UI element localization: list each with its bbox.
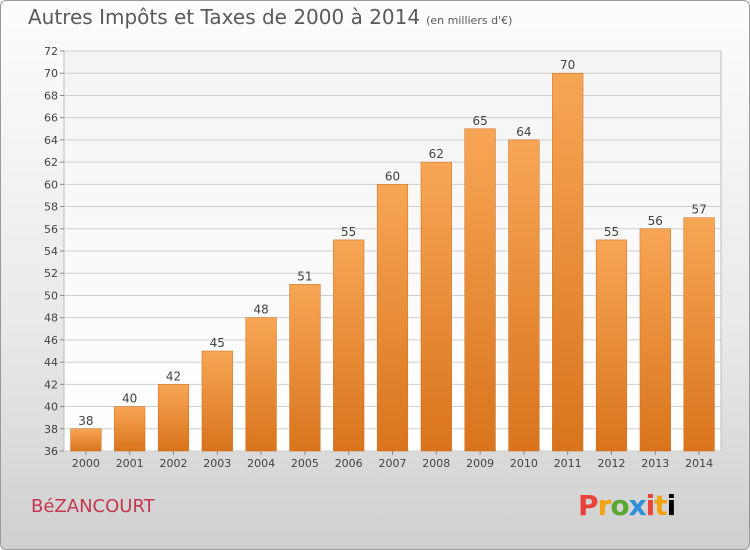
y-tick-label: 48	[44, 312, 58, 325]
y-tick-label: 40	[44, 401, 58, 414]
y-tick-label: 38	[44, 423, 58, 436]
bar-2006	[333, 239, 365, 452]
x-tick-label: 2012	[598, 457, 626, 470]
y-tick-label: 60	[44, 178, 58, 191]
x-tick-label: 2001	[116, 457, 144, 470]
data-label: 42	[166, 369, 181, 383]
bar-2001	[114, 406, 146, 452]
y-tick-label: 52	[44, 267, 58, 280]
x-tick-label: 2004	[247, 457, 275, 470]
x-axis: 2000 2001 2002 2003 2004 2005 2006 2007 2008 2009…	[72, 451, 713, 470]
x-tick-label: 2007	[379, 457, 407, 470]
data-label: 70	[560, 58, 575, 72]
x-tick-label: 2014	[685, 457, 713, 470]
bar-2002	[157, 384, 190, 452]
bars: 38 40 42 45 48 51 55 60 62 65 64 70 55 56 57	[70, 58, 715, 452]
bar-2007	[376, 184, 409, 452]
y-tick-label: 58	[44, 201, 58, 214]
bar-2005	[289, 284, 321, 452]
y-tick-label: 64	[44, 134, 58, 147]
bar-2014	[683, 217, 715, 452]
x-tick-label: 2002	[160, 457, 188, 470]
x-tick-label: 2000	[72, 457, 100, 470]
y-tick-label: 54	[44, 245, 58, 258]
x-tick-label: 2013	[641, 457, 669, 470]
y-tick-label: 70	[44, 67, 58, 80]
y-tick-label: 66	[44, 112, 58, 125]
x-tick-label: 2010	[510, 457, 538, 470]
y-tick-label: 62	[44, 156, 58, 169]
data-label: 55	[341, 225, 356, 239]
data-label: 51	[297, 269, 312, 283]
data-label: 64	[516, 125, 531, 139]
bar-2012	[595, 239, 628, 452]
chart-unit-label: (en milliers d'€)	[426, 14, 513, 27]
y-tick-label: 50	[44, 289, 58, 302]
x-tick-label: 2011	[554, 457, 582, 470]
proxiti-logo: Proxiti	[578, 489, 676, 522]
y-tick-label: 72	[44, 45, 58, 58]
x-tick-label: 2008	[422, 457, 450, 470]
x-tick-label: 2006	[335, 457, 363, 470]
y-tick-label: 36	[44, 445, 58, 458]
y-tick-label: 56	[44, 223, 58, 236]
chart-title: Autres Impôts et Taxes de 2000 à 2014	[28, 5, 421, 29]
bar-2013	[639, 228, 671, 452]
y-tick-label: 42	[44, 378, 58, 391]
chart-title-block: Autres Impôts et Taxes de 2000 à 2014 (en…	[28, 5, 512, 29]
bar-2010	[508, 139, 540, 452]
data-label: 38	[78, 414, 93, 428]
bar-2004	[245, 317, 277, 452]
data-label: 57	[691, 203, 706, 217]
data-label: 65	[472, 114, 487, 128]
x-tick-label: 2003	[203, 457, 231, 470]
y-axis: 36 38 40 42 44 46 48 50 52 54 56 58 60 62 64 66 68 70 72	[44, 45, 64, 458]
data-label: 48	[253, 303, 268, 317]
bar-2008	[420, 161, 452, 452]
data-label: 56	[648, 214, 663, 228]
x-tick-label: 2005	[291, 457, 319, 470]
x-tick-label: 2009	[466, 457, 494, 470]
y-tick-label: 68	[44, 89, 58, 102]
data-label: 45	[210, 336, 225, 350]
data-label: 62	[429, 147, 444, 161]
data-label: 55	[604, 225, 619, 239]
bar-2011	[552, 72, 584, 452]
data-label: 40	[122, 392, 137, 406]
bar-2009	[464, 128, 496, 452]
data-label: 60	[385, 169, 400, 183]
y-tick-label: 46	[44, 334, 58, 347]
y-tick-label: 44	[44, 356, 58, 369]
commune-name: BéZANCOURT	[31, 496, 155, 517]
bar-2000	[70, 428, 102, 452]
bar-2003	[201, 350, 233, 452]
